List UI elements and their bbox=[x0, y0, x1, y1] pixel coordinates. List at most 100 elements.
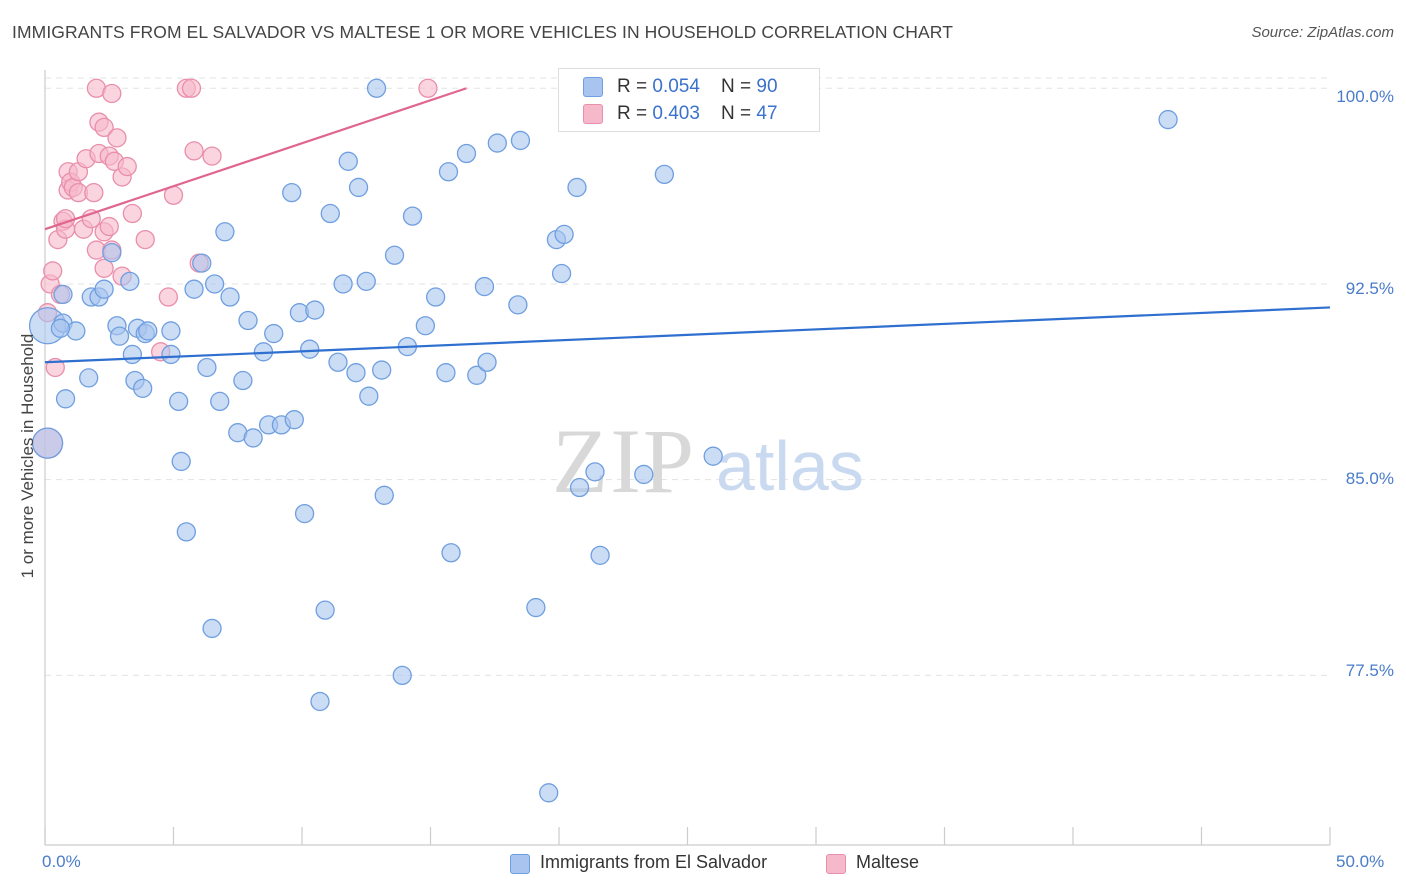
point-el-salvador bbox=[53, 284, 73, 305]
point-el-salvador bbox=[372, 360, 392, 380]
point-el-salvador bbox=[233, 370, 253, 391]
point-el-salvador bbox=[315, 600, 335, 620]
legend-r-value: 0.403 bbox=[652, 103, 700, 124]
point-maltese bbox=[418, 78, 438, 98]
point-el-salvador bbox=[192, 253, 212, 273]
point-maltese bbox=[202, 146, 222, 166]
point-el-salvador bbox=[384, 245, 405, 265]
point-el-salvador bbox=[474, 276, 495, 297]
point-el-salvador bbox=[50, 318, 71, 338]
legend-label-maltese: Maltese bbox=[856, 852, 920, 872]
data-points bbox=[28, 78, 1178, 803]
y-tick-label-77-5: 77.5% bbox=[1345, 661, 1394, 680]
legend-label-el-salvador: Immigrants from El Salvador bbox=[540, 852, 768, 872]
point-el-salvador bbox=[294, 503, 315, 524]
point-el-salvador bbox=[436, 363, 456, 383]
point-el-salvador bbox=[477, 352, 497, 372]
point-maltese bbox=[107, 128, 127, 148]
point-el-salvador bbox=[366, 78, 387, 98]
point-el-salvador bbox=[554, 224, 574, 245]
y-axis-label: 1 or more Vehicles in Household bbox=[18, 333, 37, 579]
point-el-salvador bbox=[338, 151, 358, 171]
watermark-zip: ZIP bbox=[552, 410, 696, 512]
point-maltese bbox=[94, 117, 114, 138]
legend-r-value: 0.054 bbox=[652, 76, 700, 97]
point-el-salvador bbox=[634, 464, 654, 485]
legend-n-value: 90 bbox=[756, 76, 778, 97]
point-maltese bbox=[102, 83, 122, 104]
point-maltese bbox=[117, 156, 137, 177]
point-el-salvador bbox=[122, 344, 143, 365]
point-el-salvador bbox=[438, 162, 459, 182]
legend-n-label: N = bbox=[721, 76, 757, 97]
point-el-salvador bbox=[171, 451, 191, 472]
point-maltese bbox=[135, 229, 155, 250]
point-el-salvador bbox=[415, 316, 436, 336]
point-el-salvador bbox=[238, 310, 258, 331]
legend-r-label: R = bbox=[617, 76, 653, 97]
point-el-salvador bbox=[210, 391, 230, 412]
point-el-salvador bbox=[539, 783, 559, 803]
legend-swatch-pink bbox=[583, 104, 603, 124]
point-el-salvador bbox=[590, 545, 610, 566]
point-el-salvador bbox=[161, 321, 181, 341]
point-maltese bbox=[184, 141, 204, 161]
point-el-salvador bbox=[215, 222, 235, 242]
y-tick-label-100: 100.0% bbox=[1336, 87, 1394, 106]
point-el-salvador bbox=[202, 618, 222, 639]
point-el-salvador bbox=[356, 271, 376, 292]
watermark-atlas: atlas bbox=[716, 427, 864, 505]
point-el-salvador bbox=[284, 410, 304, 430]
point-maltese bbox=[158, 287, 179, 307]
legend-swatch-blue bbox=[583, 77, 603, 97]
point-el-salvador bbox=[703, 446, 723, 466]
x-tick-label-max: 50.0% bbox=[1336, 852, 1385, 871]
x-tick-label-min: 0.0% bbox=[42, 852, 81, 871]
point-maltese bbox=[122, 203, 143, 224]
point-maltese bbox=[84, 182, 104, 203]
point-el-salvador bbox=[197, 357, 217, 378]
point-maltese bbox=[99, 216, 119, 237]
point-el-salvador bbox=[392, 665, 412, 686]
trend-line-maltese bbox=[44, 87, 467, 231]
point-el-salvador bbox=[320, 203, 340, 224]
point-el-salvador bbox=[31, 427, 64, 459]
point-el-salvador bbox=[359, 386, 379, 406]
point-el-salvador bbox=[79, 368, 99, 388]
point-el-salvador bbox=[328, 352, 348, 372]
point-el-salvador bbox=[508, 295, 528, 315]
point-el-salvador bbox=[654, 164, 675, 185]
point-el-salvador bbox=[526, 597, 546, 618]
trend-line-el-salvador bbox=[44, 306, 1331, 364]
point-el-salvador bbox=[346, 363, 366, 383]
point-el-salvador bbox=[133, 378, 153, 399]
point-el-salvador bbox=[138, 321, 158, 341]
point-el-salvador bbox=[168, 391, 189, 412]
point-el-salvador bbox=[310, 691, 330, 712]
point-el-salvador bbox=[305, 300, 325, 320]
point-el-salvador bbox=[510, 130, 531, 151]
point-el-salvador bbox=[348, 177, 369, 198]
point-el-salvador bbox=[55, 389, 76, 409]
point-el-salvador bbox=[94, 279, 114, 299]
legend-swatch-blue bbox=[510, 854, 530, 874]
legend-n-value: 47 bbox=[756, 103, 778, 124]
point-el-salvador bbox=[1158, 109, 1178, 130]
point-el-salvador bbox=[120, 271, 140, 292]
point-el-salvador bbox=[300, 339, 320, 359]
point-el-salvador bbox=[176, 522, 197, 542]
trend-lines bbox=[44, 87, 1331, 364]
legend-swatch-pink bbox=[826, 854, 846, 874]
point-el-salvador bbox=[282, 182, 302, 203]
legend-r-label: R = bbox=[617, 103, 653, 124]
point-el-salvador bbox=[456, 143, 477, 164]
point-el-salvador bbox=[425, 287, 446, 307]
point-el-salvador bbox=[204, 274, 225, 294]
point-el-salvador bbox=[374, 485, 394, 505]
point-maltese bbox=[181, 78, 202, 98]
point-el-salvador bbox=[567, 177, 587, 198]
legend-n-label: N = bbox=[721, 103, 757, 124]
point-maltese bbox=[94, 258, 114, 278]
point-el-salvador bbox=[264, 323, 284, 344]
point-el-salvador bbox=[220, 287, 240, 307]
